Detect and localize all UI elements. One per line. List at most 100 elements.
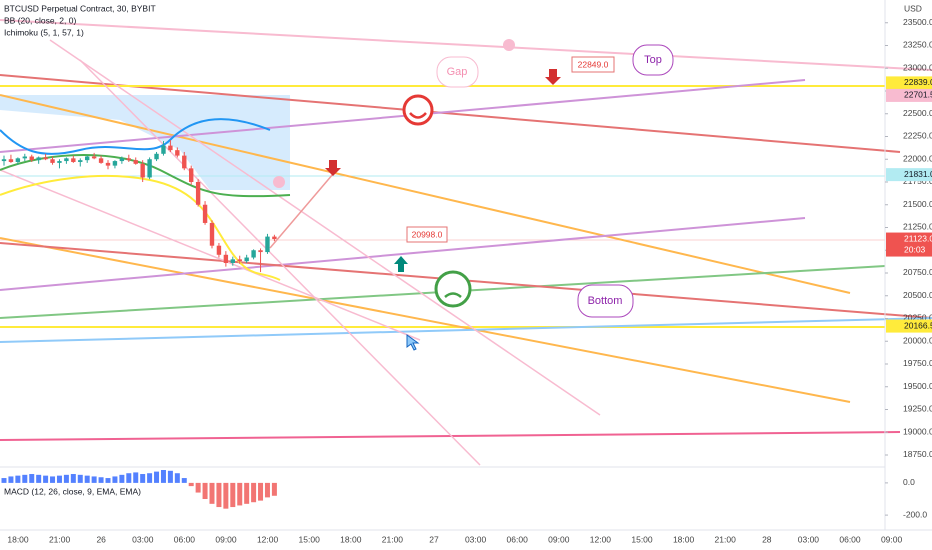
x-tick-label: 27 bbox=[429, 534, 439, 544]
trend-line bbox=[0, 217, 806, 291]
candle-body bbox=[57, 161, 62, 163]
y-tick-label: 20250.0 bbox=[903, 313, 932, 323]
candle-body bbox=[154, 153, 159, 160]
trend-line bbox=[49, 39, 601, 416]
macd-bar bbox=[209, 482, 215, 504]
candle-body bbox=[22, 156, 27, 159]
y-tick-label: 23250.0 bbox=[903, 40, 932, 50]
macd-bar bbox=[251, 482, 257, 503]
price-tag-label: 20166.5 bbox=[904, 320, 932, 330]
macd-tick-label: 0.0 bbox=[903, 477, 915, 487]
trend-line bbox=[0, 317, 932, 343]
y-tick-label: 22500.0 bbox=[903, 108, 932, 118]
x-tick-label: 09:00 bbox=[881, 534, 903, 544]
macd-bar bbox=[8, 476, 14, 483]
candle-body bbox=[98, 158, 104, 163]
candle-body bbox=[216, 245, 222, 255]
macd-bar bbox=[188, 482, 194, 487]
y-tick-label: 19000.0 bbox=[903, 426, 932, 436]
cat-icon bbox=[503, 39, 515, 51]
candle-body bbox=[237, 259, 242, 262]
price-tag-label: 22839.0 bbox=[904, 77, 932, 87]
candle-body bbox=[244, 257, 249, 262]
macd-bar bbox=[223, 482, 229, 509]
candle-body bbox=[105, 162, 111, 166]
candle-body bbox=[147, 159, 152, 178]
macd-bar bbox=[216, 482, 222, 508]
annotation: 20998.0 bbox=[412, 229, 443, 239]
candle-body bbox=[8, 159, 14, 162]
price-tag-label: 22701.5 bbox=[904, 90, 932, 100]
y-tick-label: 20500.0 bbox=[903, 290, 932, 300]
candle-body bbox=[223, 254, 229, 263]
macd-bar bbox=[36, 474, 42, 483]
bb-lower bbox=[0, 175, 281, 281]
y-tick-label: 22000.0 bbox=[903, 153, 932, 163]
sad-face bbox=[434, 270, 472, 308]
candle-body bbox=[251, 250, 256, 258]
x-tick-label: 09:00 bbox=[215, 534, 237, 544]
candle-body bbox=[133, 160, 138, 164]
macd-bar bbox=[237, 482, 243, 506]
bb-basis bbox=[0, 154, 291, 198]
x-tick-label: 21:00 bbox=[382, 534, 404, 544]
symbol-title: BTCUSD Perpetual Contract, 30, BYBIT bbox=[4, 3, 156, 13]
x-tick-label: 15:00 bbox=[299, 534, 321, 544]
candle-body bbox=[202, 204, 208, 223]
y-tick-label: 23000.0 bbox=[903, 62, 932, 72]
candle-body bbox=[168, 145, 173, 151]
trend-line bbox=[0, 94, 851, 294]
macd-bar bbox=[63, 474, 69, 483]
candle-body bbox=[50, 159, 55, 163]
macd-bar bbox=[43, 475, 49, 483]
candle-body bbox=[1, 159, 7, 162]
candle-body bbox=[91, 156, 97, 159]
trend-line bbox=[0, 431, 901, 441]
smile bbox=[409, 112, 427, 119]
candle-body bbox=[195, 181, 201, 205]
trend-line bbox=[79, 59, 481, 466]
x-tick-label: 06:00 bbox=[507, 534, 529, 544]
y-tick-label: 22250.0 bbox=[903, 131, 932, 141]
x-tick-label: 12:00 bbox=[257, 534, 279, 544]
x-tick-label: 21:00 bbox=[49, 534, 71, 544]
candle-body bbox=[209, 222, 215, 246]
price-tag-label: 21831.0 bbox=[904, 169, 932, 179]
macd-bar bbox=[181, 478, 187, 483]
x-tick-label: 03:00 bbox=[465, 534, 487, 544]
macd-bar bbox=[271, 482, 277, 496]
candle-body bbox=[15, 158, 21, 162]
y-tick-label: 18750.0 bbox=[903, 449, 932, 459]
trend-line bbox=[0, 237, 851, 403]
callout bbox=[436, 56, 479, 88]
candle-body bbox=[230, 259, 235, 263]
macd-bar bbox=[264, 482, 270, 498]
macd-bar bbox=[91, 476, 97, 483]
macd-bar bbox=[56, 475, 62, 483]
macd-bar bbox=[160, 470, 166, 483]
price-tag bbox=[886, 76, 932, 90]
y-tick-label: 21250.0 bbox=[903, 222, 932, 232]
candle-body bbox=[71, 158, 76, 162]
x-tick-label: 09:00 bbox=[548, 534, 570, 544]
macd-bar bbox=[98, 477, 104, 483]
macd-bar bbox=[15, 475, 21, 483]
candle-body bbox=[36, 157, 41, 161]
macd-bar bbox=[1, 478, 7, 483]
candle-body bbox=[78, 160, 83, 162]
indicator-label: BB (20, close, 2, 0) bbox=[4, 15, 76, 25]
macd-bar bbox=[174, 473, 180, 483]
indicator-label: Ichimoku (5, 1, 57, 1) bbox=[4, 27, 84, 37]
candle-body bbox=[272, 236, 277, 240]
cursor bbox=[406, 334, 420, 351]
candle-body bbox=[161, 145, 166, 154]
price-tag bbox=[886, 168, 932, 182]
x-tick-label: 06:00 bbox=[174, 534, 196, 544]
y-tick-label: 20750.0 bbox=[903, 267, 932, 277]
candle-body bbox=[140, 163, 145, 178]
candle-body bbox=[64, 158, 69, 162]
candle-body bbox=[119, 158, 125, 162]
x-tick-label: 18:00 bbox=[340, 534, 362, 544]
macd-bar bbox=[202, 482, 208, 499]
